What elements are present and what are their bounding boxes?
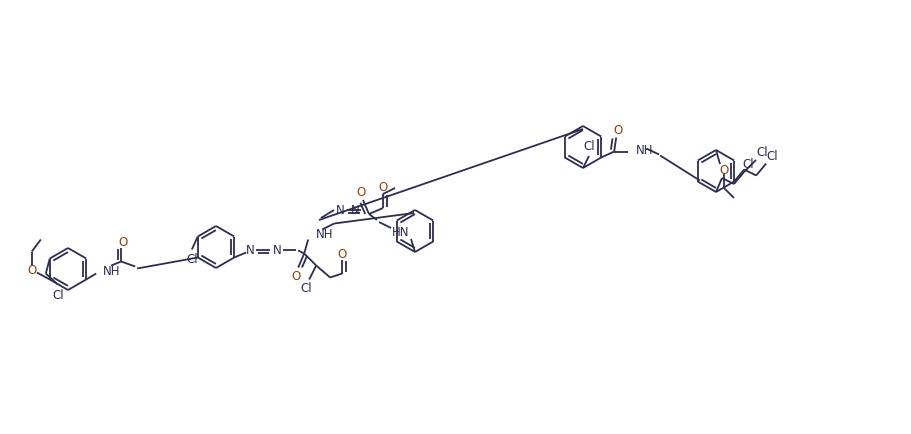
Text: N: N	[351, 204, 359, 217]
Text: NH: NH	[316, 227, 333, 240]
Text: O: O	[292, 270, 301, 283]
Text: Cl: Cl	[766, 150, 778, 163]
Text: NH: NH	[636, 144, 654, 157]
Text: Cl: Cl	[301, 281, 312, 294]
Text: Cl: Cl	[756, 146, 768, 159]
Text: Cl: Cl	[583, 140, 595, 153]
Text: Cl: Cl	[52, 288, 64, 301]
Text: HN: HN	[393, 226, 410, 239]
Text: O: O	[118, 236, 128, 248]
Text: O: O	[338, 247, 347, 260]
Text: NH: NH	[103, 264, 120, 277]
Text: Cl: Cl	[742, 158, 753, 171]
Text: O: O	[27, 263, 36, 276]
Text: N: N	[246, 243, 254, 256]
Text: N: N	[272, 243, 281, 256]
Text: O: O	[378, 181, 387, 194]
Text: Cl: Cl	[186, 253, 198, 265]
Text: O: O	[720, 164, 729, 177]
Text: N: N	[335, 204, 344, 217]
Text: O: O	[356, 186, 365, 199]
Text: O: O	[614, 124, 623, 137]
